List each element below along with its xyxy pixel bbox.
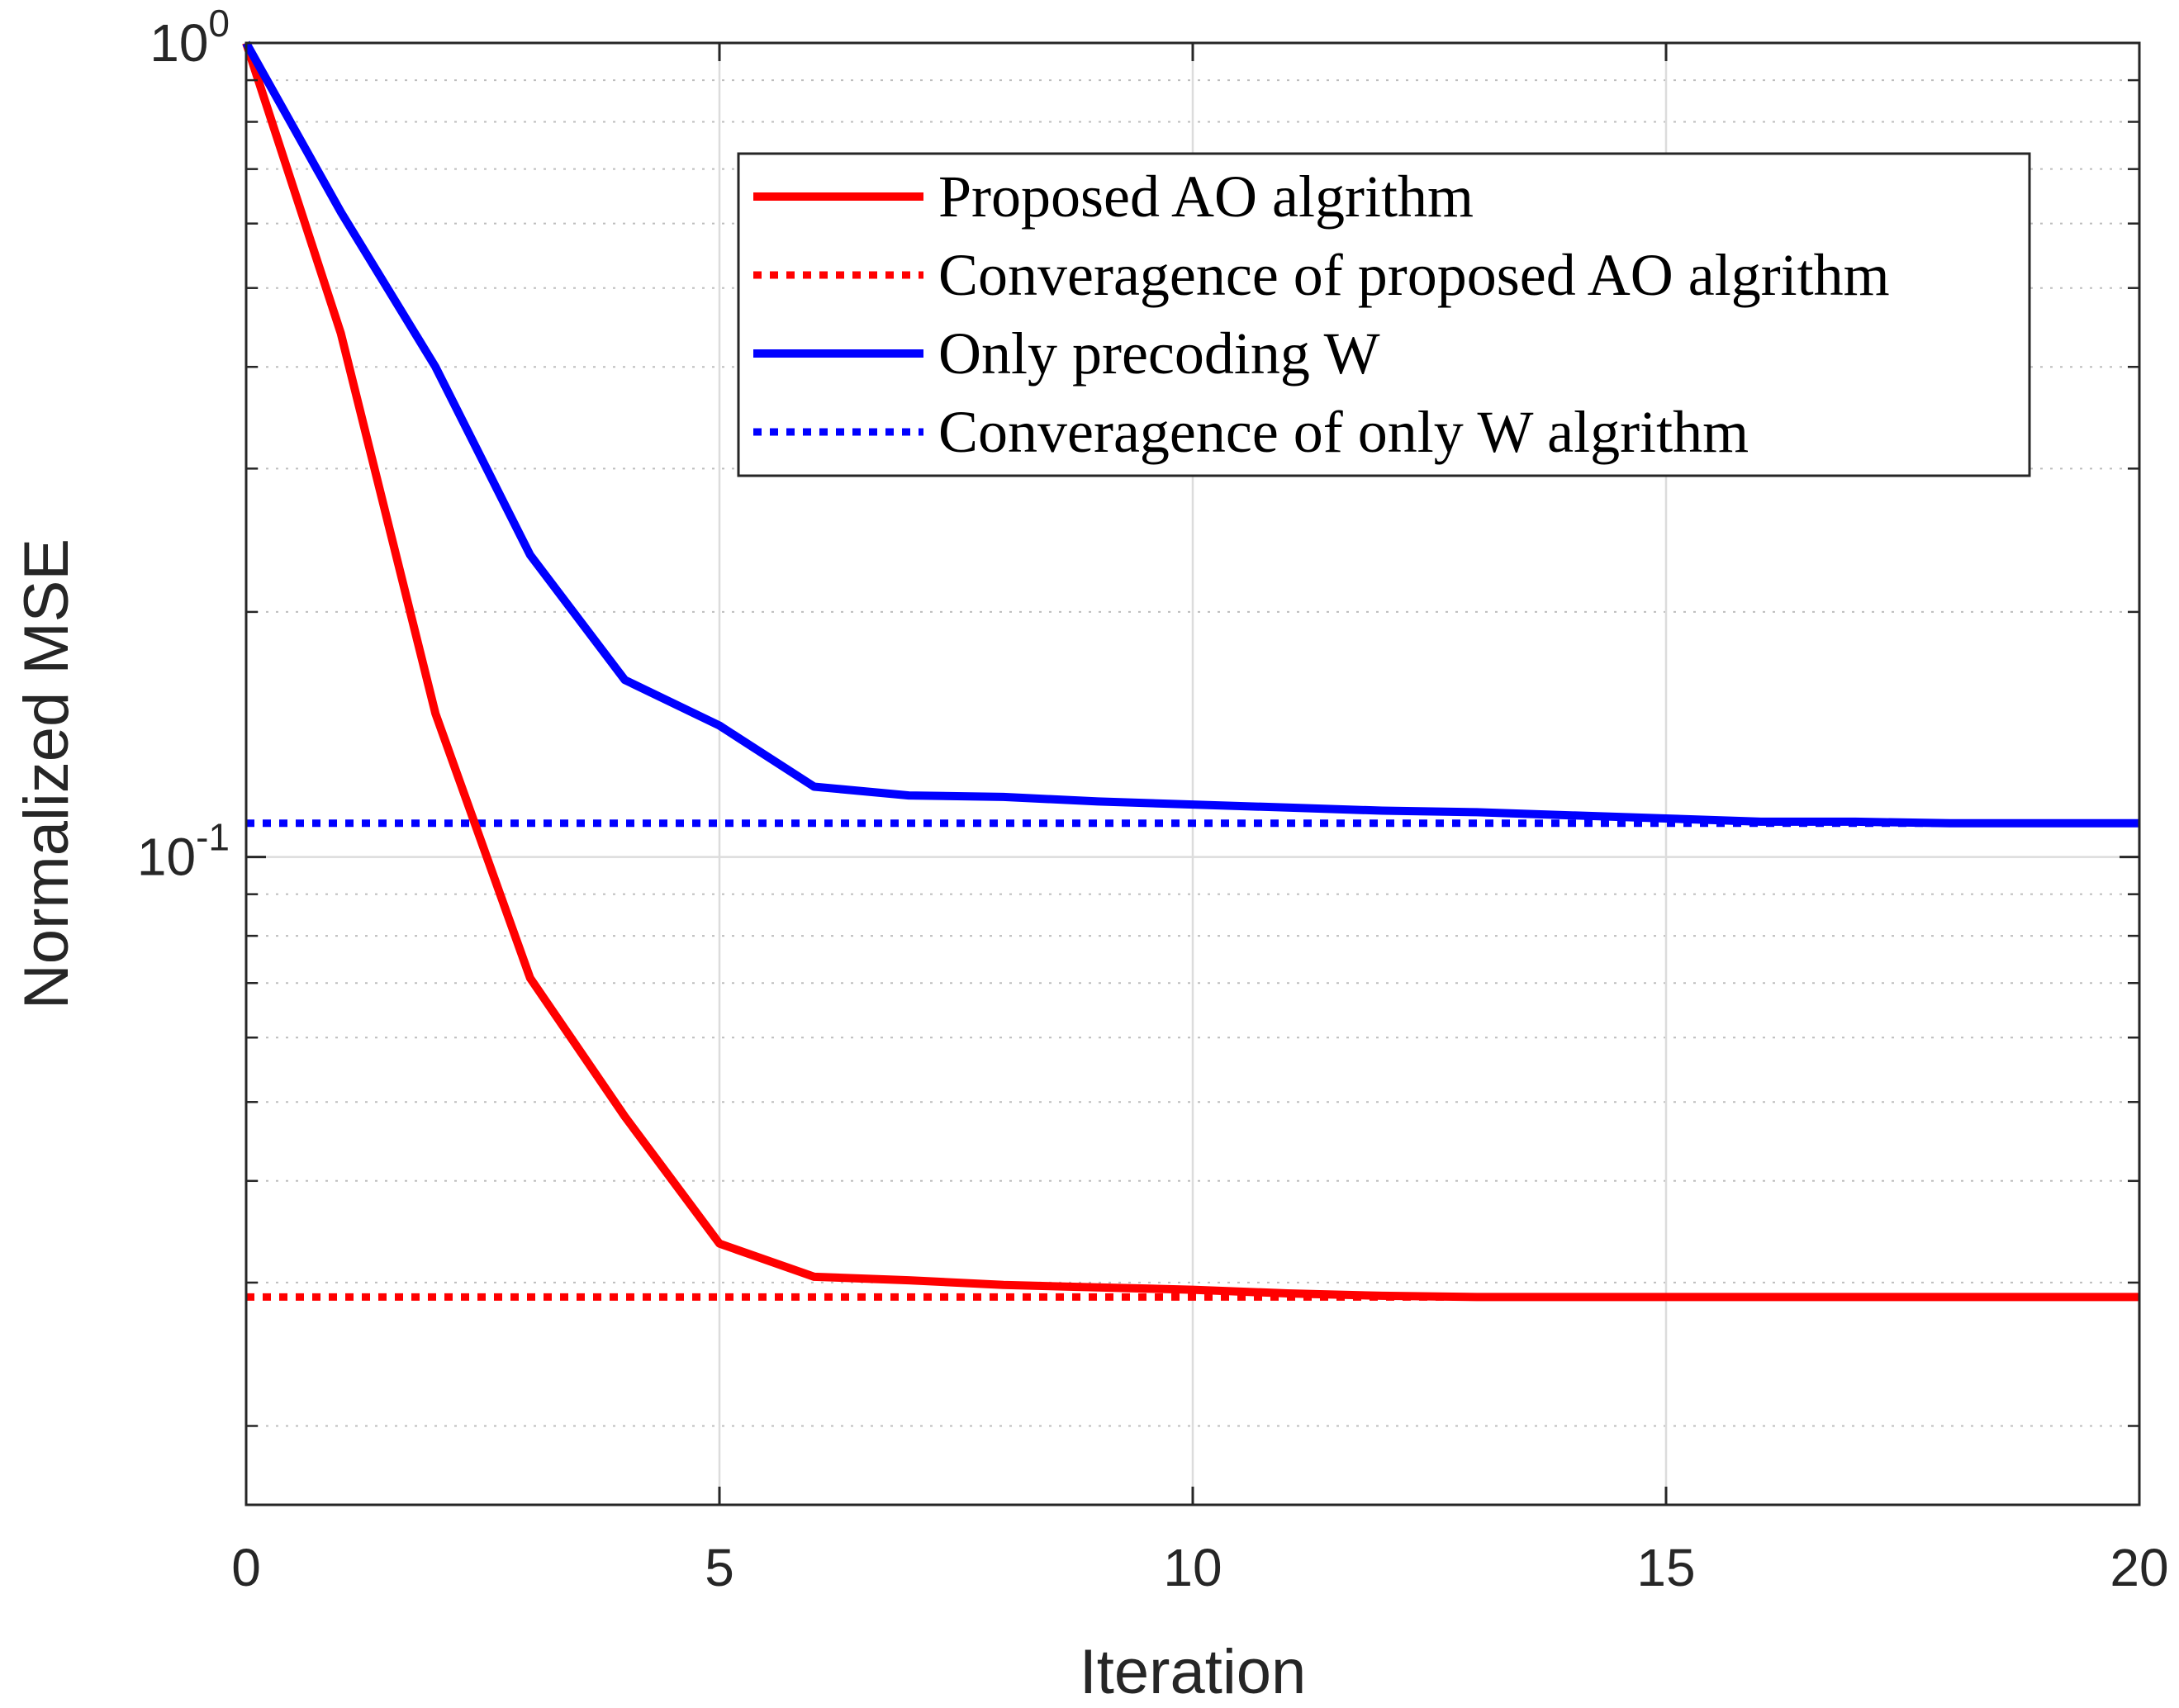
legend: Proposed AO algrithm Converagence of prop… bbox=[737, 152, 2031, 477]
x-tick-label: 20 bbox=[2110, 1538, 2168, 1597]
x-tick-label: 5 bbox=[705, 1538, 734, 1597]
x-tick-labels: 0 5 10 15 20 bbox=[231, 1538, 2168, 1597]
y-tick-label: 10-1 bbox=[137, 816, 230, 887]
axis-ticks bbox=[244, 41, 2141, 1505]
series-line-0 bbox=[242, 41, 2139, 1302]
series-layer bbox=[242, 40, 2139, 1302]
x-tick-label: 15 bbox=[1636, 1538, 1695, 1597]
legend-label: Only precoding W bbox=[938, 320, 1380, 387]
legend-item-3: Converagence of only W algrithm bbox=[753, 399, 1749, 465]
series-line-2 bbox=[242, 40, 2139, 828]
legend-box bbox=[737, 152, 2031, 477]
y-tick-label: 100 bbox=[150, 2, 230, 73]
legend-label: Converagence of only W algrithm bbox=[938, 399, 1749, 465]
y-tick-labels: 100 10-1 bbox=[137, 2, 230, 887]
y-axis-label: Normalized MSE bbox=[12, 538, 82, 1009]
x-tick-label: 0 bbox=[231, 1538, 261, 1597]
legend-label: Proposed AO algrithm bbox=[938, 164, 1474, 230]
legend-item-1: Converagence of proposed AO algrithm bbox=[753, 242, 1890, 308]
legend-label: Converagence of proposed AO algrithm bbox=[938, 242, 1890, 308]
x-tick-label: 10 bbox=[1163, 1538, 1222, 1597]
x-axis-label: Iteration bbox=[1080, 1637, 1307, 1707]
legend-item-2: Only precoding W bbox=[753, 320, 1380, 387]
legend-item-0: Proposed AO algrithm bbox=[753, 164, 1474, 230]
